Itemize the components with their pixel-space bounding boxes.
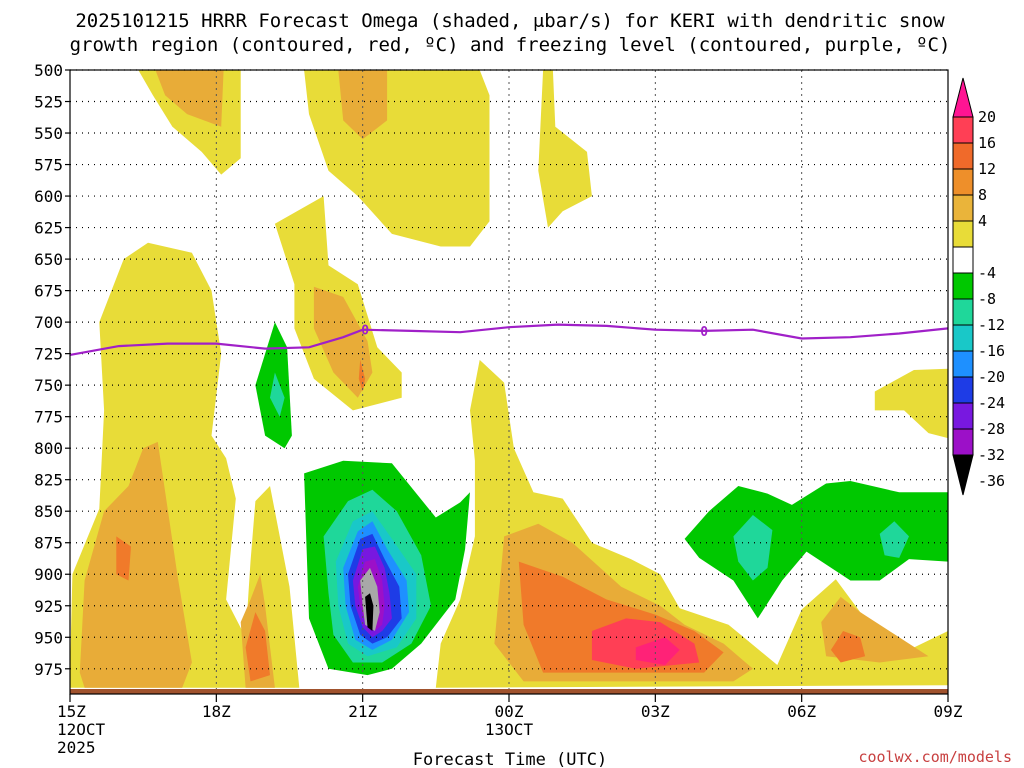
omega-region-6 [313, 286, 373, 398]
colorbar-label: -8 [978, 290, 996, 308]
omega-region-10 [116, 536, 131, 581]
gridlines [69, 69, 949, 694]
omega-region-32 [684, 481, 948, 619]
colorbar-swatch [952, 220, 974, 248]
colorbar-label: -4 [978, 264, 996, 282]
ground-surface-bar [70, 689, 948, 694]
y-tick-label: 975 [34, 660, 63, 679]
x-tick-label: 21Z [348, 702, 377, 721]
colorbar-label: -24 [978, 394, 1005, 412]
omega-region-31 [365, 593, 374, 631]
omega-region-3 [338, 70, 388, 140]
colorbar-label: -20 [978, 368, 1005, 386]
omega-region-4 [538, 70, 592, 228]
colorbar-swatch [952, 350, 974, 378]
colorbar: 20 16 12 8 4 -4 -8 -12 -16 -20 -24 -28 -32 -36 [952, 77, 1005, 496]
x-axis-label: Forecast Time (UTC) [413, 750, 607, 768]
omega-region-20 [874, 368, 948, 439]
omega-region-12 [245, 612, 270, 682]
x-tick-label: 06Z [787, 702, 816, 721]
y-tick-label: 850 [34, 502, 63, 521]
y-tick-label: 950 [34, 628, 63, 647]
colorbar-label: 4 [978, 212, 987, 230]
colorbar-label: -32 [978, 446, 1005, 464]
y-tick-label: 700 [34, 313, 63, 332]
y-tick-label: 625 [34, 219, 63, 238]
colorbar-label: 8 [978, 186, 987, 204]
y-tick-label: 525 [34, 93, 63, 112]
colorbar-swatch [952, 324, 974, 352]
x-tick-label: 09Z [934, 702, 963, 721]
colorbar-swatch [952, 402, 974, 430]
freezing-level-label: 0 [700, 325, 708, 340]
y-tick-label: 750 [34, 376, 63, 395]
y-tick-label: 575 [34, 156, 63, 175]
omega-region-9 [79, 441, 192, 688]
omega-region-7 [358, 359, 366, 392]
colorbar-label: -28 [978, 420, 1005, 438]
x-tick-year: 2025 [57, 738, 96, 757]
x-tick-label: 03Z [641, 702, 670, 721]
y-axis-ticks: 500 525 550 575 600 625 650 675 700 725 750 775 800 8… [34, 61, 70, 679]
chart-title-line-2: growth region (contoured, red, ºC) and f… [70, 34, 951, 56]
colorbar-top-arrow [952, 77, 974, 118]
colorbar-label: -16 [978, 342, 1005, 360]
colorbar-swatch [952, 298, 974, 326]
colorbar-label: 20 [978, 108, 996, 126]
colorbar-swatch [952, 428, 974, 456]
colorbar-swatch [952, 116, 974, 144]
colorbar-label: -36 [978, 472, 1005, 490]
omega-region-1 [155, 70, 224, 127]
colorbar-label: 12 [978, 160, 996, 178]
omega-shading [70, 70, 948, 688]
freezing-level-label: 0 [361, 324, 369, 339]
colorbar-swatch [952, 272, 974, 300]
y-tick-label: 800 [34, 439, 63, 458]
y-tick-label: 875 [34, 534, 63, 553]
omega-region-2 [304, 70, 490, 247]
y-tick-label: 725 [34, 345, 63, 364]
y-tick-label: 500 [34, 61, 63, 80]
y-tick-label: 550 [34, 124, 63, 143]
omega-region-19 [830, 631, 866, 663]
freezing-level-line [69, 323, 949, 356]
x-tick-date: 13OCT [485, 720, 534, 739]
x-tick-label: 15Z [57, 702, 86, 721]
omega-region-34 [879, 521, 909, 558]
colorbar-swatch [952, 142, 974, 170]
omega-region-22 [270, 372, 285, 417]
chart-title-line-1: 2025101215 HRRR Forecast Omega (shaded, … [75, 10, 945, 32]
x-tick-label: 00Z [495, 702, 524, 721]
y-tick-label: 675 [34, 282, 63, 301]
y-tick-label: 600 [34, 187, 63, 206]
y-tick-label: 650 [34, 250, 63, 269]
y-tick-label: 900 [34, 565, 63, 584]
omega-region-33 [733, 515, 773, 581]
y-tick-label: 925 [34, 597, 63, 616]
y-tick-label: 825 [34, 471, 63, 490]
colorbar-label: -12 [978, 316, 1005, 334]
colorbar-swatch [952, 194, 974, 222]
colorbar-bottom-arrow [952, 454, 974, 496]
site-credit: coolwx.com/models [858, 748, 1012, 766]
omega-region-17 [635, 637, 680, 665]
x-tick-label: 18Z [202, 702, 231, 721]
colorbar-swatch [952, 376, 974, 404]
colorbar-swatch [952, 168, 974, 196]
x-tick-date: 12OCT [57, 720, 106, 739]
colorbar-swatch [952, 246, 974, 274]
y-tick-label: 775 [34, 408, 63, 427]
colorbar-label: 16 [978, 134, 996, 152]
